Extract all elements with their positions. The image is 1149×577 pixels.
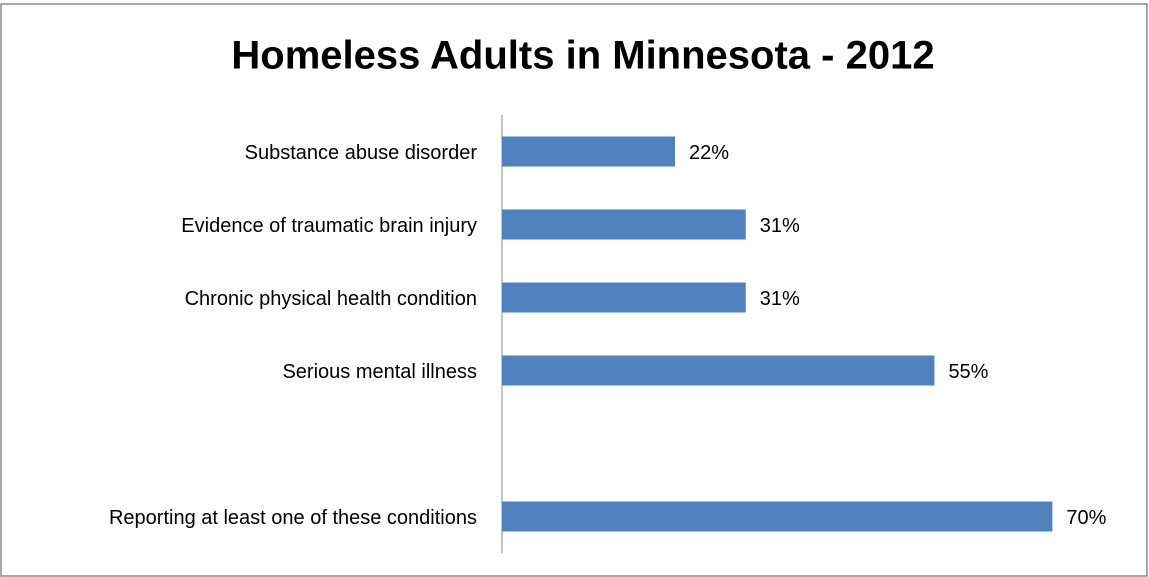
data-label: 70% — [1066, 507, 1106, 529]
data-label: 31% — [760, 215, 800, 237]
y-tick-label: Substance abuse disorder — [245, 142, 478, 164]
y-tick-label: Chronic physical health condition — [185, 288, 477, 310]
data-label: 55% — [948, 361, 988, 383]
data-label: 31% — [760, 288, 800, 310]
data-label: 22% — [689, 142, 729, 164]
bar — [502, 355, 935, 386]
bar — [502, 136, 675, 167]
chart-title: Homeless Adults in Minnesota - 2012 — [231, 34, 934, 78]
bar — [502, 501, 1053, 532]
bar — [502, 282, 746, 313]
y-tick-label: Reporting at least one of these conditio… — [109, 507, 477, 529]
y-tick-label: Serious mental illness — [282, 361, 477, 383]
bar — [502, 209, 746, 240]
y-tick-label: Evidence of traumatic brain injury — [181, 215, 477, 237]
